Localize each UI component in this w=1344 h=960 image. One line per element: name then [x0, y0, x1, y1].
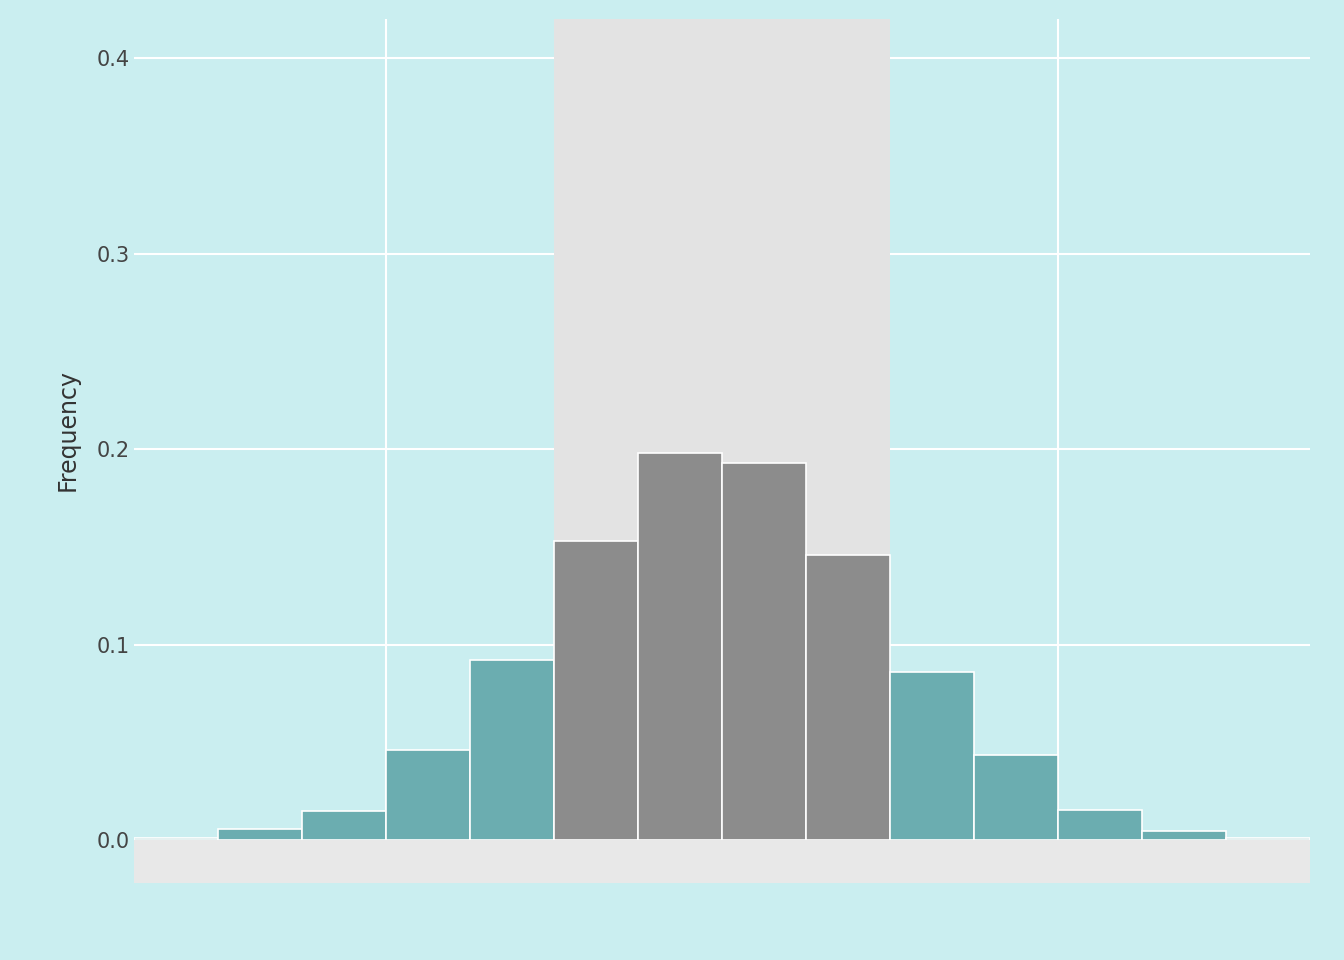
Bar [218, 829, 302, 840]
Bar [554, 540, 638, 840]
Bar [806, 555, 890, 840]
Bar [974, 756, 1058, 840]
Bar [1142, 831, 1226, 840]
Bar [1058, 809, 1142, 840]
Bar [134, 838, 218, 840]
Bar [554, 19, 890, 840]
Bar [1226, 838, 1310, 840]
Bar [722, 464, 806, 840]
Bar [302, 811, 386, 840]
Bar [470, 660, 554, 840]
Bar [638, 453, 722, 840]
Bar [890, 671, 974, 840]
Bar [386, 750, 470, 840]
Y-axis label: Frequency: Frequency [55, 369, 79, 491]
